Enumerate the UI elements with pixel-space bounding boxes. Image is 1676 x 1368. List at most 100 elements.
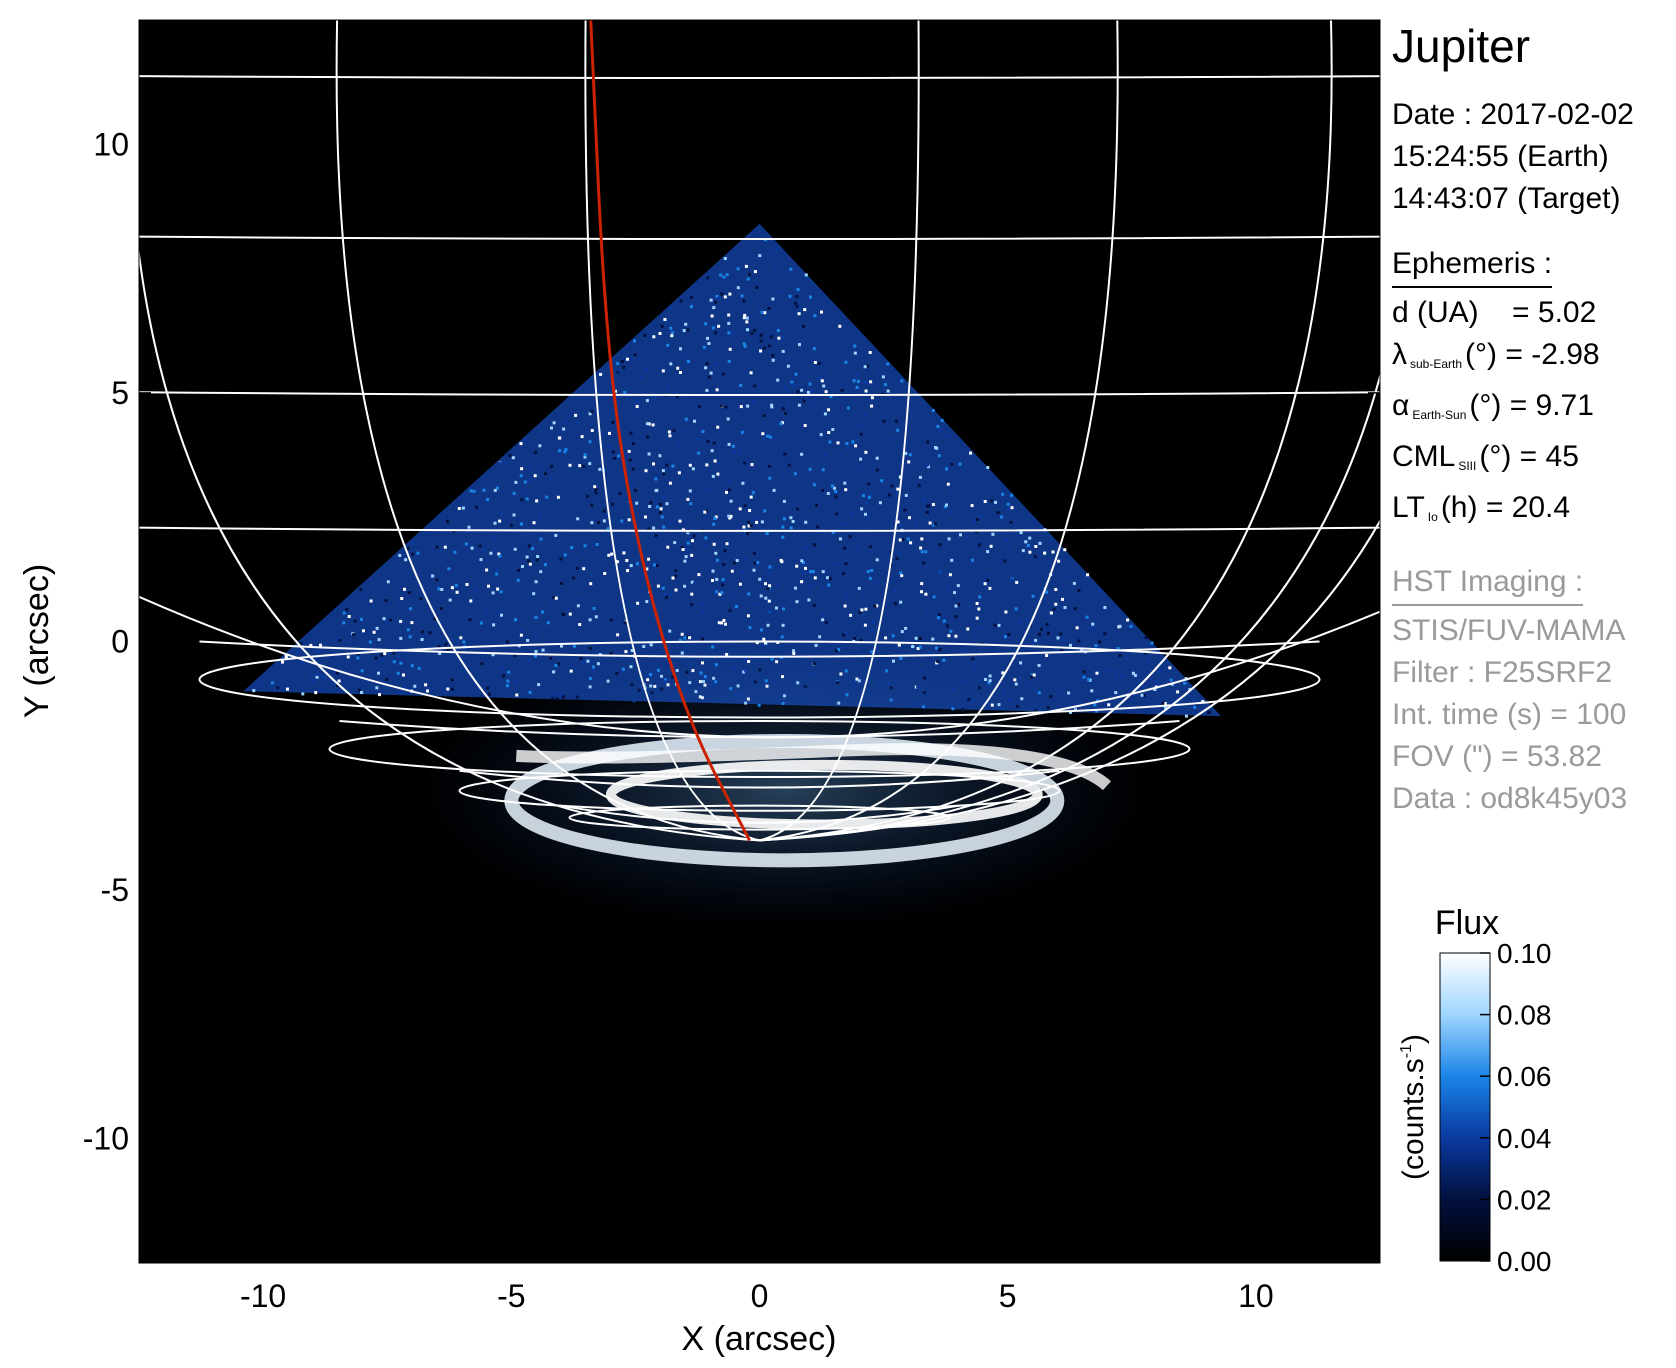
emission-speckle-dot [1032, 673, 1036, 677]
ephemeris-title: Ephemeris : [1392, 244, 1553, 288]
emission-speckle-dot [1025, 619, 1029, 623]
emission-speckle-dot [1095, 709, 1099, 713]
emission-speckle-dot [682, 329, 686, 333]
emission-speckle-dot [582, 464, 585, 468]
emission-speckle-dot [607, 553, 611, 557]
emission-speckle-dot [795, 600, 799, 604]
emission-speckle-dot [1045, 622, 1049, 626]
emission-speckle-dot [669, 623, 672, 626]
emission-speckle-dot [620, 360, 624, 363]
emission-speckle-dot [645, 600, 649, 603]
emission-speckle-dot [459, 636, 463, 640]
emission-speckle-dot [898, 538, 902, 542]
emission-speckle-dot [484, 611, 488, 615]
emission-speckle-dot [1028, 550, 1032, 554]
emission-speckle-dot [852, 379, 856, 383]
emission-speckle-dot [738, 507, 742, 511]
emission-speckle-dot [846, 334, 850, 338]
emission-speckle-dot [692, 534, 696, 538]
emission-speckle-dot [886, 362, 890, 366]
emission-speckle-dot [705, 488, 709, 492]
emission-speckle-dot [742, 299, 746, 303]
emission-speckle-dot [467, 525, 471, 529]
emission-speckle-dot [743, 313, 747, 317]
emission-speckle-dot [402, 673, 405, 677]
emission-speckle-dot [746, 404, 750, 408]
emission-speckle-dot [534, 588, 538, 592]
emission-speckle-dot [552, 421, 556, 425]
emission-speckle-dot [1030, 673, 1034, 677]
latitude-ellipse [458, 769, 1061, 812]
emission-speckle-dot [679, 371, 682, 374]
emission-speckle-dot [450, 586, 454, 590]
emission-speckle-dot [723, 549, 727, 553]
emission-speckle-dot [1031, 594, 1035, 598]
emission-speckle-dot [534, 632, 538, 636]
emission-speckle-dot [857, 586, 861, 590]
emission-speckle-dot [750, 463, 754, 467]
emission-speckle-dot [904, 626, 908, 630]
emission-speckle-dot [735, 559, 739, 562]
emission-speckle-dot [693, 419, 696, 423]
emission-speckle-dot [770, 250, 774, 254]
emission-speckle-dot [752, 568, 756, 572]
emission-speckle-dot [697, 573, 701, 577]
emission-speckle-dot [746, 614, 750, 618]
emission-speckle-dot [868, 576, 872, 580]
emission-speckle-dot [834, 490, 838, 493]
emission-speckle-dot [802, 324, 806, 328]
emission-speckle-dot [838, 324, 842, 328]
emission-speckle-dot [977, 607, 981, 611]
emission-speckle-dot [686, 547, 690, 551]
emission-speckle-dot [1164, 705, 1168, 709]
emission-speckle-dot [505, 684, 509, 688]
emission-speckle-dot [527, 659, 531, 663]
emission-speckle-dot [702, 345, 706, 349]
emission-speckle-dot [446, 648, 449, 652]
emission-speckle-dot [577, 597, 581, 601]
emission-speckle-dot [383, 652, 387, 656]
emission-speckle-dot [515, 680, 518, 684]
emission-speckle-dot [342, 611, 346, 615]
emission-speckle-dot [709, 298, 713, 302]
ephemeris-block: Ephemeris : d (UA) = 5.02 λ sub-Earth (°) … [1392, 244, 1676, 538]
emission-speckle-dot [821, 587, 825, 590]
emission-speckle-dot [526, 639, 530, 642]
emission-speckle-dot [507, 670, 511, 674]
emission-speckle-dot [663, 592, 667, 596]
emission-speckle-dot [735, 605, 738, 608]
emission-speckle-dot [588, 618, 592, 622]
emission-speckle-dot [926, 440, 930, 444]
emission-speckle-dot [946, 585, 950, 589]
emission-speckle-dot [898, 552, 902, 556]
emission-speckle-dot [724, 622, 727, 626]
emission-speckle-dot [1066, 575, 1070, 579]
emission-speckle-dot [748, 626, 752, 629]
emission-speckle-dot [970, 558, 974, 562]
emission-speckle-dot [1144, 636, 1148, 639]
emission-speckle-dot [591, 669, 595, 673]
emission-speckle-dot [842, 571, 845, 575]
emission-speckle-dot [843, 481, 847, 485]
colorbar-tick-label: 0.02 [1497, 1184, 1552, 1215]
emission-speckle-dot [409, 607, 412, 611]
emission-speckle-dot [398, 691, 402, 695]
emission-speckle-dot [803, 308, 807, 312]
emission-speckle-dot [854, 444, 858, 448]
emission-speckle-dot [670, 331, 674, 335]
emission-speckle-dot [818, 635, 822, 639]
emission-speckle-dot [1080, 648, 1084, 652]
emission-speckle-dot [896, 428, 900, 432]
emission-speckle-dot [678, 519, 682, 523]
emission-speckle-dot [336, 684, 339, 688]
emission-speckle-dot [934, 522, 937, 526]
emission-speckle-dot [711, 326, 715, 330]
emission-speckle-dot [779, 422, 783, 426]
emission-speckle-dot [750, 331, 754, 335]
latitude-ellipse [328, 720, 1191, 779]
emission-speckle-dot [437, 644, 441, 648]
emission-speckle-dot [834, 649, 838, 653]
emission-speckle-dot [920, 537, 924, 541]
emission-speckle-dot [899, 600, 903, 604]
meridian-line [139, 246, 760, 842]
